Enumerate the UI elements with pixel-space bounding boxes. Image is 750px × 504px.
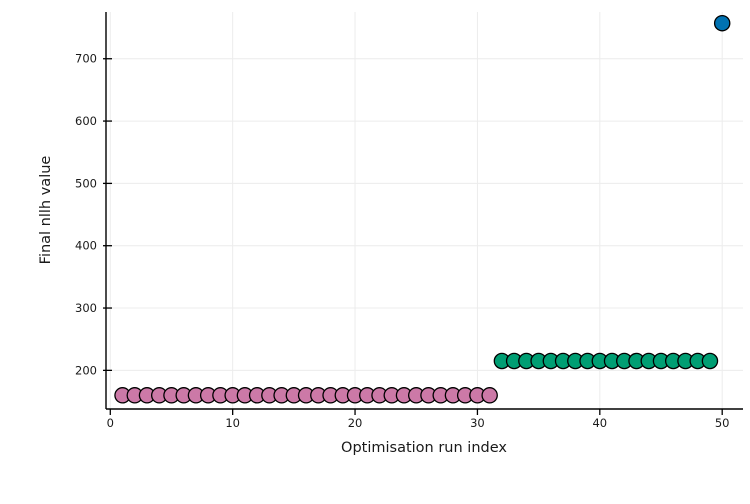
y-tick-label: 300 — [75, 301, 97, 315]
y-tick-label: 200 — [75, 363, 97, 377]
x-tick-label: 30 — [470, 416, 485, 430]
axes-layer — [103, 12, 743, 415]
y-axis-label: Final nllh value — [38, 156, 54, 265]
x-tick-label: 20 — [348, 416, 363, 430]
data-points-layer — [114, 14, 731, 404]
x-axis-label: Optimisation run index — [341, 440, 507, 456]
data-point-cluster-low-nllh — [481, 387, 498, 404]
y-tick-label: 500 — [75, 176, 97, 190]
tick-labels-layer: 0 10 20 30 40 50 200 300 400 500 600 700 — [75, 52, 729, 430]
y-tick-label: 600 — [75, 114, 97, 128]
x-tick-label: 0 — [107, 416, 114, 430]
data-point-outlier-high-nllh — [713, 14, 731, 32]
x-tick-label: 50 — [715, 416, 730, 430]
gridlines-layer — [106, 12, 743, 409]
x-tick-label: 10 — [225, 416, 240, 430]
y-tick-label: 400 — [75, 239, 97, 253]
y-tick-label: 700 — [75, 52, 97, 66]
x-tick-label: 40 — [592, 416, 607, 430]
data-point-cluster-mid-nllh — [701, 352, 719, 370]
